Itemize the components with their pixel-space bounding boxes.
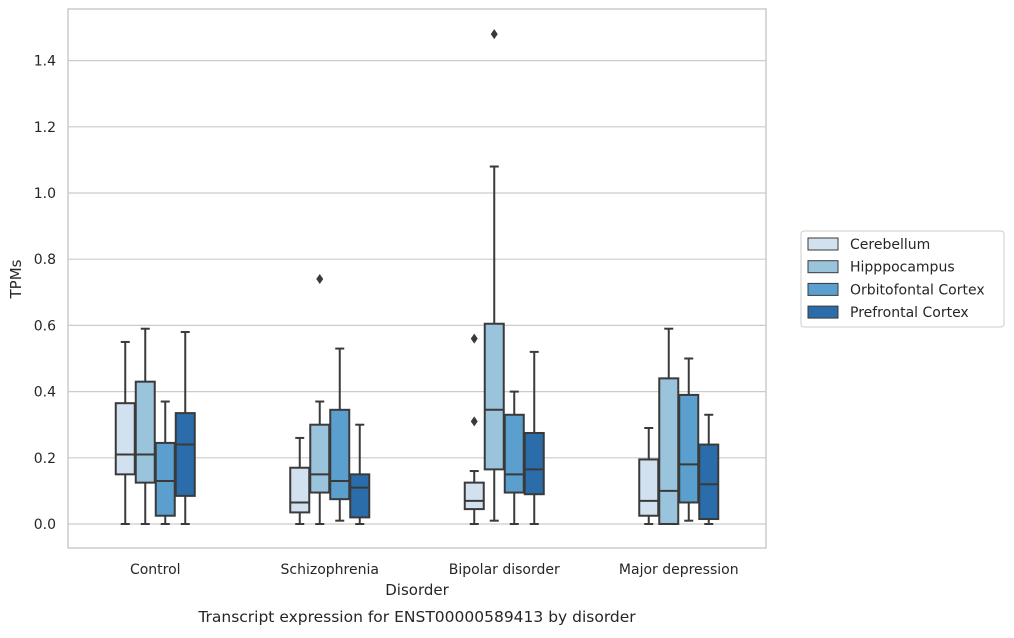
- legend-swatch: [807, 237, 839, 251]
- series-cerebellum: [114, 333, 660, 525]
- legend-swatch: [807, 282, 839, 296]
- series-hipppocampus: [134, 29, 680, 525]
- box: [174, 331, 196, 525]
- plot-area-frame: [67, 8, 767, 549]
- box-body: [174, 412, 196, 497]
- legend-item: Hipppocampus: [807, 260, 955, 276]
- series-orbitofontal-cortex: [154, 347, 700, 525]
- legend-item: Orbitofontal Cortex: [807, 282, 985, 298]
- box: [289, 436, 311, 525]
- box-body: [289, 466, 311, 514]
- y-tick-label: 0.0: [34, 517, 56, 533]
- box-body: [698, 443, 720, 521]
- box: [309, 274, 331, 525]
- x-tick-label: Control: [130, 562, 181, 578]
- y-tick-label: 1.4: [34, 54, 56, 70]
- box-body: [658, 377, 680, 525]
- legend-item: Cerebellum: [807, 237, 930, 253]
- legend-label: Prefrontal Cortex: [850, 305, 969, 321]
- box-body: [309, 423, 331, 494]
- box: [658, 327, 680, 525]
- box: [134, 327, 156, 525]
- box-body: [349, 473, 371, 519]
- box: [638, 427, 660, 525]
- legend-item: Prefrontal Cortex: [807, 305, 969, 321]
- box-body: [638, 458, 660, 517]
- x-tick-label: Major depression: [619, 562, 739, 578]
- box-body: [503, 413, 525, 494]
- box: [698, 413, 720, 525]
- y-tick-label: 0.2: [34, 451, 56, 467]
- box: [483, 29, 505, 522]
- box-body: [154, 441, 176, 517]
- y-tick-label: 0.6: [34, 318, 56, 334]
- legend: Cerebellum Hipppocampus Orbitofontal Corte…: [800, 230, 1005, 328]
- box: [463, 333, 485, 525]
- box: [154, 400, 176, 525]
- x-axis-label: Disorder: [385, 581, 449, 599]
- box: [503, 390, 525, 525]
- box: [349, 423, 371, 525]
- box: [329, 347, 351, 522]
- y-tick-label: 1.2: [34, 120, 56, 136]
- series-prefrontal-cortex: [174, 331, 720, 525]
- y-tick-label: 0.8: [34, 252, 56, 268]
- x-tick-label: Schizophrenia: [281, 562, 379, 578]
- outlier-point: [470, 416, 478, 427]
- box-body: [463, 481, 485, 511]
- box-body: [134, 380, 156, 484]
- box: [678, 357, 700, 522]
- legend-frame: [800, 230, 1005, 328]
- legend-swatch: [807, 305, 839, 319]
- box: [523, 350, 545, 525]
- y-tick-label: 0.4: [34, 385, 56, 401]
- outlier-point: [470, 333, 478, 344]
- y-tick-label: 1.0: [34, 186, 56, 202]
- box-body: [523, 431, 545, 496]
- y-axis-label: TPMs: [7, 259, 25, 299]
- outlier-point: [316, 274, 324, 285]
- y-axis-ticks: 0.0 0.2 0.4 0.6 0.8 1.0 1.2 1.4: [34, 54, 56, 533]
- box-series: [114, 29, 720, 525]
- legend-label: Cerebellum: [850, 237, 930, 253]
- box-body: [329, 408, 351, 501]
- chart-caption: Transcript expression for ENST0000058941…: [197, 608, 636, 626]
- outlier-point: [490, 29, 498, 40]
- legend-swatch: [807, 260, 839, 274]
- legend-label: Hipppocampus: [850, 260, 955, 276]
- x-axis-ticks: Control Schizophrenia Bipolar disorder Majo…: [130, 562, 739, 578]
- legend-label: Orbitofontal Cortex: [850, 282, 985, 298]
- box-body: [114, 402, 136, 476]
- x-tick-label: Bipolar disorder: [449, 562, 560, 578]
- box-body: [678, 393, 700, 504]
- box: [114, 340, 136, 525]
- box-body: [483, 322, 505, 471]
